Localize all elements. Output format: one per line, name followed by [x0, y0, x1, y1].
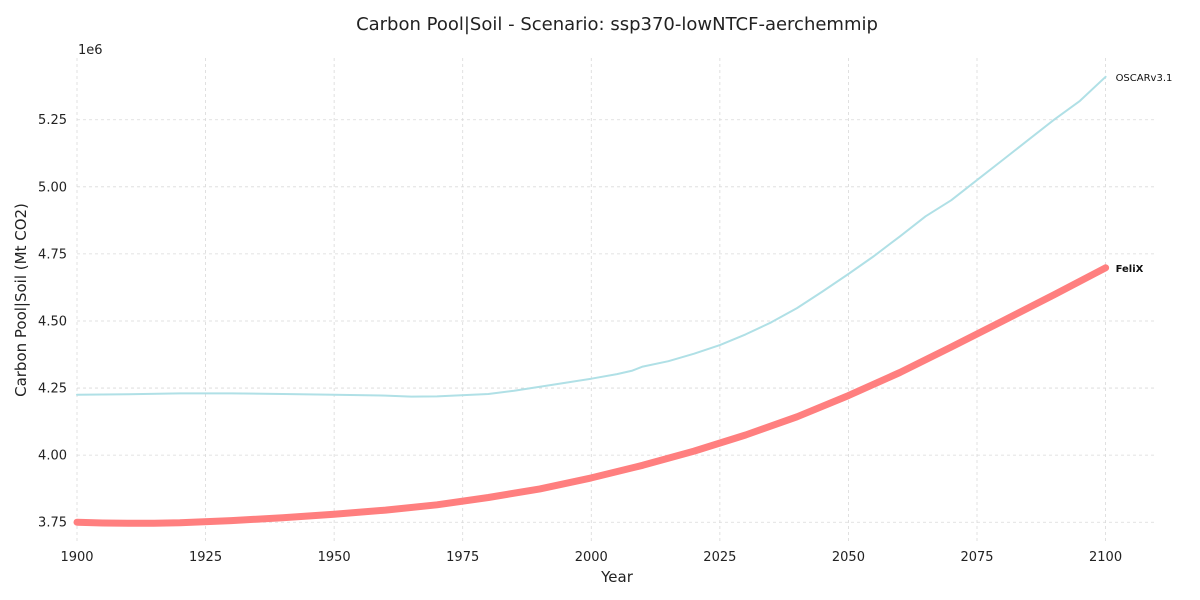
x-tick-label: 2025: [703, 550, 736, 565]
y-tick-label: 4.75: [38, 247, 67, 262]
x-tick-label: 2000: [575, 550, 608, 565]
y-axis-label: Carbon Pool|Soil (Mt CO2): [12, 203, 30, 397]
y-tick-label: 5.25: [38, 113, 67, 128]
x-tick-label: 2050: [832, 550, 865, 565]
y-axis: 3.75 4.00 4.25 4.50 4.75 5.00 5.25: [38, 113, 67, 531]
series-label: FeliX: [1116, 264, 1144, 275]
x-axis: 1900 1925 1950 1975 2000 2025 2050 2075 2100: [60, 550, 1122, 565]
x-axis-label: Year: [600, 568, 634, 586]
grid: [76, 58, 1157, 541]
chart-title: Carbon Pool|Soil - Scenario: ssp370-lowN…: [356, 14, 878, 35]
series-line-felix: [73, 264, 1110, 527]
series-line-oscarv3-1: [76, 75, 1107, 398]
series-layer: [73, 75, 1110, 527]
y-tick-label: 4.50: [38, 314, 67, 329]
x-tick-label: 1900: [60, 550, 93, 565]
y-tick-label: 4.00: [38, 449, 67, 464]
y-scale-label: 1e6: [78, 43, 103, 58]
x-tick-label: 1975: [446, 550, 479, 565]
x-tick-label: 1950: [318, 550, 351, 565]
x-tick-label: 2075: [960, 550, 993, 565]
x-tick-label: 2100: [1089, 550, 1122, 565]
y-tick-label: 5.00: [38, 180, 67, 195]
series-labels: OSCARv3.1 FeliX: [1116, 73, 1173, 275]
y-tick-label: 4.25: [38, 382, 67, 397]
y-tick-label: 3.75: [38, 516, 67, 531]
x-tick-label: 1925: [189, 550, 222, 565]
series-label: OSCARv3.1: [1116, 73, 1173, 84]
